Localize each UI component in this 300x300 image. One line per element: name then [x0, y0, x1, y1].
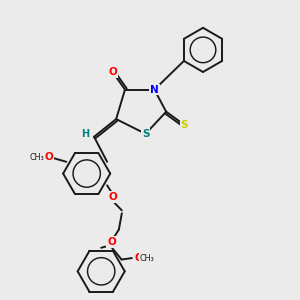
Text: O: O	[107, 237, 116, 247]
Text: O: O	[108, 192, 117, 202]
Text: S: S	[181, 120, 188, 130]
Text: CH₃: CH₃	[140, 254, 154, 262]
Text: S: S	[142, 129, 149, 139]
Text: O: O	[108, 67, 117, 77]
Text: CH₃: CH₃	[29, 153, 44, 162]
Text: O: O	[44, 152, 53, 162]
Text: H: H	[81, 129, 89, 139]
Text: N: N	[150, 85, 159, 94]
Text: O: O	[135, 253, 144, 263]
